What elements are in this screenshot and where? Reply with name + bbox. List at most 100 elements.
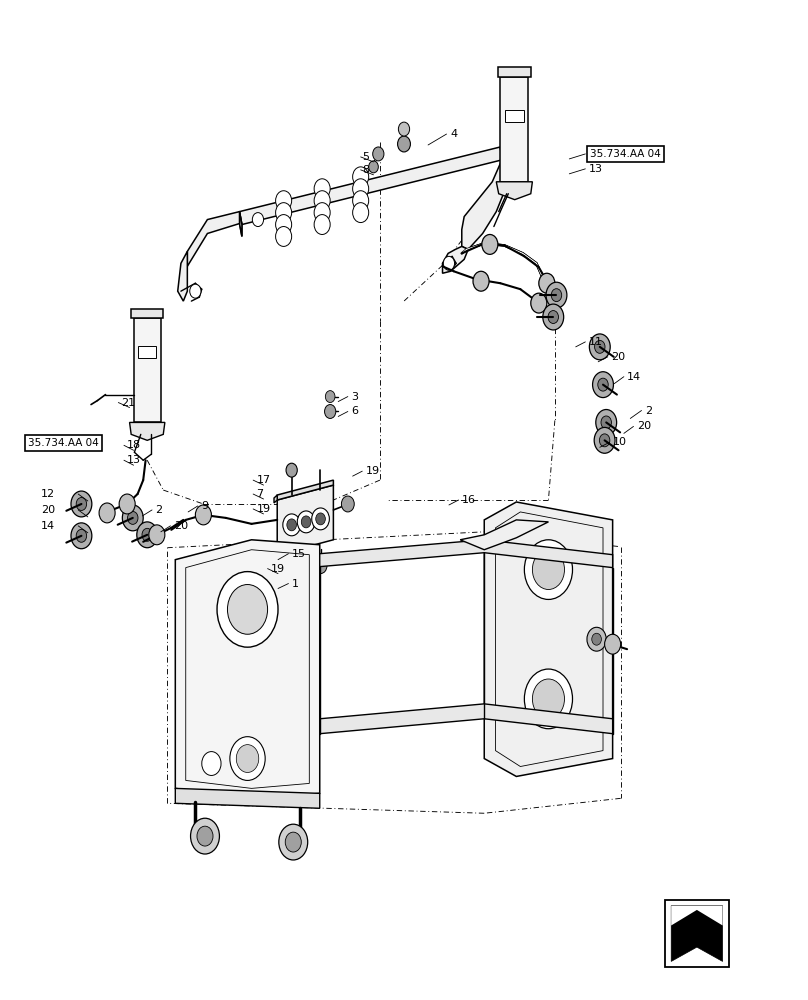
Bar bbox=[665, 900, 729, 967]
Text: 14: 14 bbox=[41, 521, 56, 531]
Text: 19: 19 bbox=[365, 466, 380, 476]
Polygon shape bbox=[138, 346, 156, 358]
Polygon shape bbox=[187, 212, 239, 266]
Text: 13: 13 bbox=[588, 164, 603, 174]
Circle shape bbox=[342, 496, 354, 512]
Circle shape bbox=[532, 679, 565, 719]
Circle shape bbox=[149, 525, 165, 545]
Text: 10: 10 bbox=[612, 437, 627, 447]
Circle shape bbox=[592, 372, 613, 398]
Circle shape bbox=[76, 529, 86, 542]
Circle shape bbox=[276, 215, 292, 234]
Circle shape bbox=[314, 558, 327, 574]
Circle shape bbox=[444, 256, 455, 270]
Circle shape bbox=[598, 378, 608, 391]
Circle shape bbox=[587, 627, 606, 651]
Circle shape bbox=[279, 824, 308, 860]
Polygon shape bbox=[484, 502, 612, 776]
Circle shape bbox=[197, 826, 213, 846]
Circle shape bbox=[297, 511, 315, 533]
Circle shape bbox=[285, 832, 301, 852]
Circle shape bbox=[372, 147, 384, 161]
Circle shape bbox=[312, 508, 330, 530]
Polygon shape bbox=[496, 182, 532, 200]
Circle shape bbox=[543, 304, 564, 330]
Polygon shape bbox=[129, 422, 165, 440]
Polygon shape bbox=[498, 67, 531, 77]
Circle shape bbox=[196, 505, 212, 525]
Text: 19: 19 bbox=[256, 504, 271, 514]
Circle shape bbox=[252, 213, 263, 227]
Circle shape bbox=[594, 427, 615, 453]
Circle shape bbox=[546, 282, 567, 308]
Circle shape bbox=[482, 234, 498, 254]
Text: 5: 5 bbox=[362, 152, 369, 162]
Polygon shape bbox=[175, 788, 320, 808]
Text: 20: 20 bbox=[637, 421, 650, 431]
Polygon shape bbox=[274, 495, 277, 503]
Circle shape bbox=[228, 585, 267, 634]
Circle shape bbox=[600, 434, 610, 447]
Polygon shape bbox=[671, 906, 722, 961]
Circle shape bbox=[229, 737, 265, 780]
Circle shape bbox=[524, 540, 573, 599]
Circle shape bbox=[398, 136, 410, 152]
Circle shape bbox=[71, 491, 92, 517]
Circle shape bbox=[217, 572, 278, 647]
Circle shape bbox=[99, 503, 115, 523]
Circle shape bbox=[283, 514, 301, 536]
Text: 19: 19 bbox=[271, 564, 285, 574]
Text: 20: 20 bbox=[611, 352, 625, 362]
Polygon shape bbox=[443, 246, 468, 273]
Circle shape bbox=[299, 561, 312, 577]
Circle shape bbox=[589, 334, 610, 360]
Circle shape bbox=[287, 519, 297, 531]
Circle shape bbox=[284, 564, 297, 580]
Circle shape bbox=[595, 340, 605, 353]
Text: 6: 6 bbox=[351, 406, 358, 416]
Circle shape bbox=[352, 203, 368, 223]
Circle shape bbox=[316, 513, 326, 525]
Polygon shape bbox=[239, 147, 502, 225]
Circle shape bbox=[352, 179, 368, 199]
Circle shape bbox=[276, 203, 292, 223]
Polygon shape bbox=[131, 309, 163, 318]
Circle shape bbox=[191, 818, 220, 854]
Text: 9: 9 bbox=[201, 501, 208, 511]
Circle shape bbox=[352, 167, 368, 187]
Circle shape bbox=[236, 745, 259, 772]
Circle shape bbox=[548, 311, 558, 323]
Text: 15: 15 bbox=[292, 549, 305, 559]
Circle shape bbox=[190, 284, 201, 298]
Circle shape bbox=[286, 463, 297, 477]
Circle shape bbox=[137, 522, 158, 548]
Circle shape bbox=[276, 227, 292, 246]
Circle shape bbox=[398, 122, 410, 136]
Polygon shape bbox=[500, 77, 528, 182]
Circle shape bbox=[551, 289, 562, 302]
Circle shape bbox=[76, 498, 86, 510]
Text: 11: 11 bbox=[588, 337, 603, 347]
Text: 14: 14 bbox=[627, 372, 642, 382]
Circle shape bbox=[473, 271, 489, 291]
Circle shape bbox=[142, 528, 153, 541]
Text: 17: 17 bbox=[256, 475, 271, 485]
Text: 21: 21 bbox=[121, 398, 136, 408]
Polygon shape bbox=[461, 520, 549, 550]
Circle shape bbox=[591, 633, 601, 645]
Text: 35.734.AA 04: 35.734.AA 04 bbox=[590, 149, 661, 159]
Text: 16: 16 bbox=[462, 495, 476, 505]
Polygon shape bbox=[175, 540, 320, 798]
Circle shape bbox=[539, 273, 555, 293]
Circle shape bbox=[276, 191, 292, 211]
Circle shape bbox=[326, 391, 335, 403]
Circle shape bbox=[532, 550, 565, 589]
Circle shape bbox=[314, 191, 330, 211]
Circle shape bbox=[352, 191, 368, 211]
Text: 13: 13 bbox=[127, 455, 141, 465]
Polygon shape bbox=[462, 147, 508, 249]
Circle shape bbox=[314, 215, 330, 234]
Circle shape bbox=[122, 505, 143, 531]
Text: 2: 2 bbox=[155, 505, 162, 515]
Text: 4: 4 bbox=[451, 129, 457, 139]
